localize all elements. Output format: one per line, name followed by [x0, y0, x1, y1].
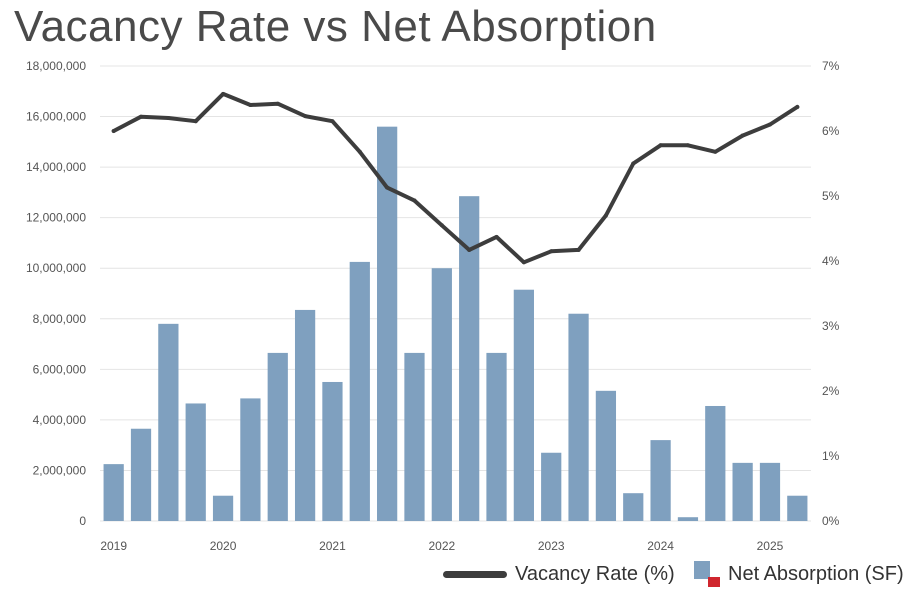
vacancy-rate-point — [795, 104, 800, 109]
bar-net-absorption — [130, 428, 152, 521]
bar-net-absorption — [267, 352, 288, 521]
vacancy-rate-point — [385, 185, 390, 190]
bar-net-absorption — [568, 313, 589, 521]
vacancy-rate-point — [193, 119, 198, 124]
left-axis-tick-label: 18,000,000 — [26, 59, 86, 73]
vacancy-rate-point — [139, 114, 144, 119]
right-axis-ticks: 0% 1% 2% 3% 4% 5% 6% 7% — [822, 59, 840, 528]
vacancy-rate-point — [412, 198, 417, 203]
right-axis-tick-label: 3% — [822, 319, 840, 333]
legend-item-vacancy: Vacancy Rate (%) — [443, 560, 675, 588]
bar-net-absorption — [240, 398, 261, 521]
bar-net-absorption — [212, 495, 234, 521]
vacancy-rate-point — [549, 249, 554, 254]
bar-net-absorption — [513, 289, 534, 521]
bar-net-absorption — [787, 495, 808, 521]
left-axis-ticks: 0 2,000,000 4,000,000 6,000,000 8,000,000 10,… — [26, 59, 86, 528]
vacancy-rate-point — [357, 149, 362, 154]
gridlines — [100, 65, 811, 522]
x-axis-tick-label: 2022 — [428, 539, 455, 553]
vacancy-rate-point — [248, 103, 253, 107]
bar-net-absorption — [349, 261, 370, 521]
x-axis-tick-label: 2019 — [100, 539, 127, 553]
bar-net-absorption — [103, 464, 124, 521]
vacancy-rate-point — [330, 119, 335, 124]
bar-net-absorption — [759, 462, 781, 521]
vacancy-rate-point — [603, 213, 608, 218]
left-axis-tick-label: 10,000,000 — [26, 261, 86, 275]
bar-net-absorption — [486, 352, 507, 521]
vacancy-rate-point — [275, 101, 280, 106]
vacancy-rate-point — [111, 129, 116, 133]
vacancy-rate-line — [111, 91, 800, 265]
vacancy-rate-point — [767, 122, 772, 127]
vacancy-rate-point — [467, 247, 472, 252]
vacancy-rate-point — [439, 223, 444, 228]
right-axis-tick-label: 4% — [822, 254, 840, 268]
bar-net-absorption — [158, 323, 179, 521]
bar-net-absorption — [541, 452, 562, 521]
legend-label-vacancy: Vacancy Rate (%) — [515, 562, 675, 585]
legend-item-absorption: Net Absorption (SF) — [694, 560, 904, 588]
vacancy-rate-point — [576, 247, 581, 252]
vacancy-rate-point — [685, 143, 690, 148]
x-axis-tick-label: 2021 — [319, 539, 346, 553]
bar-net-absorption — [404, 352, 425, 521]
right-axis-tick-label: 7% — [822, 59, 840, 73]
left-axis-tick-label: 16,000,000 — [26, 110, 86, 124]
vacancy-rate-point — [221, 91, 226, 96]
left-axis-tick-label: 2,000,000 — [33, 463, 87, 477]
left-axis-tick-label: 6,000,000 — [33, 362, 87, 376]
x-axis-tick-label: 2024 — [647, 539, 674, 553]
bar-net-absorption — [322, 381, 343, 521]
right-axis-tick-label: 0% — [822, 514, 840, 528]
legend-label-absorption: Net Absorption (SF) — [728, 562, 904, 585]
right-axis-tick-label: 1% — [822, 449, 840, 463]
x-axis-ticks: 2019 2020 2021 2022 2023 2024 2025 — [100, 539, 783, 553]
bar-net-absorption — [677, 517, 699, 521]
vacancy-rate-point — [631, 161, 636, 166]
right-axis-tick-label: 5% — [822, 189, 840, 203]
left-axis-tick-label: 4,000,000 — [33, 413, 87, 427]
bar-net-absorption — [650, 440, 671, 521]
chart-title: Vacancy Rate vs Net Absorption — [14, 2, 657, 51]
left-axis-tick-label: 0 — [79, 514, 86, 528]
bar-net-absorption — [623, 493, 644, 521]
bar-net-absorption — [377, 126, 398, 522]
vacancy-rate-point — [740, 133, 745, 138]
vacancy-rate-point — [658, 143, 663, 148]
legend-bar-swatch — [694, 561, 720, 587]
left-axis-tick-label: 8,000,000 — [33, 312, 87, 326]
bar-net-absorption — [459, 196, 480, 522]
bar-net-absorption — [431, 268, 452, 521]
right-axis-tick-label: 2% — [822, 384, 840, 398]
left-axis-tick-label: 14,000,000 — [26, 160, 86, 174]
bar-net-absorption — [595, 390, 617, 521]
bar-net-absorption — [732, 462, 753, 521]
bar-net-absorption — [705, 405, 726, 521]
line-series — [111, 91, 800, 265]
vacancy-rate-point — [713, 149, 718, 154]
x-axis-tick-label: 2020 — [210, 539, 237, 553]
vacancy-rate-point — [303, 114, 308, 119]
x-axis-tick-label: 2023 — [538, 539, 565, 553]
vacancy-rate-point — [521, 260, 526, 265]
bar-series — [103, 126, 808, 522]
vacancy-rate-point — [494, 234, 499, 239]
vacancy-rate-point — [166, 116, 171, 120]
right-axis-tick-label: 6% — [822, 124, 840, 138]
left-axis-tick-label: 12,000,000 — [26, 211, 86, 225]
bar-net-absorption — [294, 309, 316, 521]
legend-line-swatch — [443, 570, 507, 578]
x-axis-tick-label: 2025 — [757, 539, 784, 553]
bar-net-absorption — [185, 403, 206, 521]
